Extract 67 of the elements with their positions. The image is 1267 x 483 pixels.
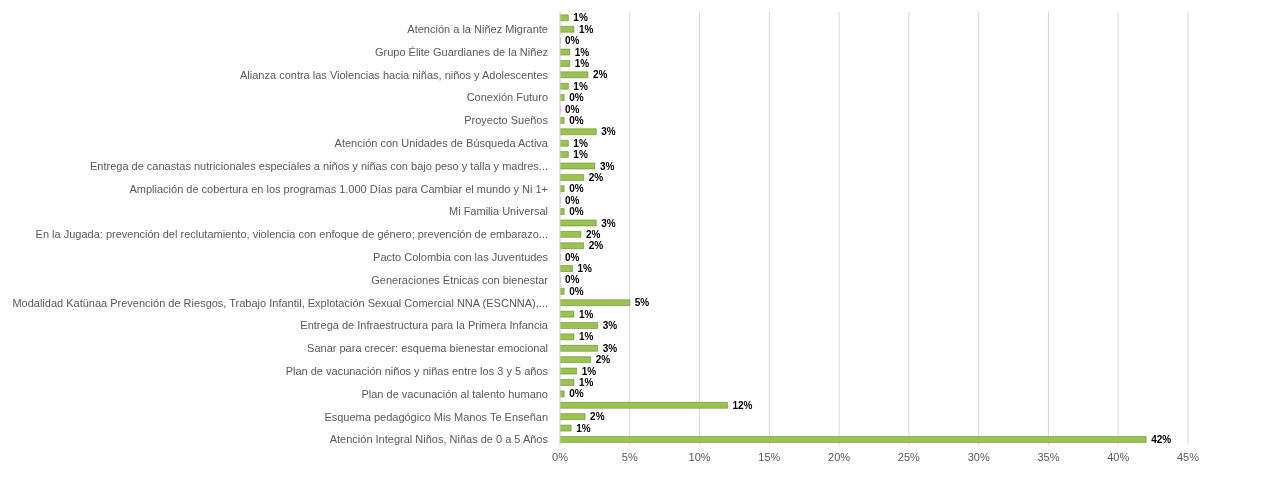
data-label: 1% — [581, 365, 597, 377]
data-label: 1% — [573, 80, 588, 92]
data-label: 1% — [573, 137, 588, 149]
data-label: 2% — [585, 228, 601, 240]
x-tick-label: 45% — [1176, 450, 1200, 463]
data-label: 0% — [569, 388, 584, 400]
y-tick-label: Conexión Futuro — [466, 91, 548, 104]
x-tick-label: 15% — [758, 450, 781, 463]
y-tick-label: Esquema pedagógico Mis Manos Te Enseñan — [324, 410, 548, 423]
x-tick-label: 0% — [552, 450, 569, 463]
y-tick-label: Mi Familia Universal — [448, 205, 548, 218]
x-tick-label: 35% — [1037, 450, 1060, 463]
y-tick-label: Entrega de Infraestructura para la Primera Infancia — [300, 319, 549, 332]
y-tick-label: Plan de vacunación niños y niñas entre los 3 y 5 años — [285, 364, 549, 377]
data-label: 5% — [634, 297, 650, 309]
y-tick-label: Ampliación de cobertura en los programas 1.000 Días para Cambiar el mundo y Ni 1+ — [129, 182, 548, 195]
y-tick-label: Generaciones Étnicas con bienestar — [371, 273, 549, 286]
data-label: 1% — [578, 23, 594, 35]
y-tick-label: En la Jugada: prevención del reclutamiento, violencia con enfoque de género; prevención de embarazo... — [35, 228, 548, 241]
data-label: 1% — [573, 12, 588, 24]
data-label: 0% — [569, 285, 584, 297]
data-label: 3% — [599, 160, 615, 172]
y-tick-label: Alianza contra las Violencias hacia niñas, niños y Adolescentes — [240, 68, 549, 81]
data-label: 2% — [590, 411, 605, 423]
data-label: 2% — [592, 69, 608, 81]
data-label: 1% — [573, 149, 588, 161]
data-label: 0% — [569, 114, 584, 126]
data-label: 1% — [574, 46, 590, 58]
y-tick-label: Plan de vacunación al talento humano — [361, 387, 548, 400]
data-label: 3% — [602, 320, 618, 332]
x-tick-label: 5% — [621, 450, 638, 463]
x-tick-label: 20% — [828, 450, 851, 463]
data-label: 0% — [565, 35, 580, 47]
y-tick-label: Sanar para crecer: esquema bienestar emocional — [307, 342, 548, 355]
data-label: 1% — [578, 377, 594, 389]
y-tick-label: Atención Integral Niños, Niñas de 0 a 5 Años — [329, 433, 549, 446]
data-label: 0% — [565, 251, 580, 263]
y-tick-label: Proyecto Sueños — [464, 114, 549, 127]
x-tick-label: 10% — [688, 450, 711, 463]
data-label: 2% — [588, 171, 604, 183]
y-tick-label: Entrega de canastas nutricionales especiales a niños y niñas con bajo peso y talla y madres... — [90, 159, 548, 172]
y-tick-label: Modalidad Katünaa Prevención de Riesgos, Trabajo Infantil, Explotación Sexual Comercial NNA (ESCNNA),... — [12, 296, 548, 309]
data-label: 2% — [588, 240, 604, 252]
x-tick-label: 25% — [897, 450, 921, 463]
y-tick-label: Atención a la Niñez Migrante — [407, 23, 548, 36]
data-label: 3% — [602, 342, 618, 354]
data-label: 0% — [569, 183, 584, 195]
data-label: 1% — [577, 263, 593, 275]
data-label: 0% — [565, 103, 580, 115]
y-tick-label: Pacto Colombia con las Juventudes — [373, 250, 549, 263]
x-tick-label: 30% — [967, 450, 990, 463]
y-tick-label: Atención con Unidades de Búsqueda Activa — [334, 137, 549, 150]
data-label: 0% — [569, 206, 584, 218]
y-tick-label: Grupo Élite Guardianes de la Niñez — [374, 45, 548, 58]
data-label: 3% — [601, 126, 616, 138]
data-label: 42% — [1151, 434, 1172, 445]
data-label: 0% — [565, 274, 580, 286]
data-label: 2% — [595, 354, 611, 366]
data-label: 1% — [578, 308, 594, 320]
data-label: 3% — [601, 217, 616, 229]
data-label: 1% — [576, 422, 591, 434]
data-label: 1% — [578, 331, 594, 343]
x-tick-label: 40% — [1107, 450, 1130, 463]
data-label: 0% — [565, 194, 580, 206]
data-label: 12% — [732, 399, 753, 411]
data-label: 0% — [569, 92, 584, 104]
data-label: 1% — [574, 57, 590, 69]
